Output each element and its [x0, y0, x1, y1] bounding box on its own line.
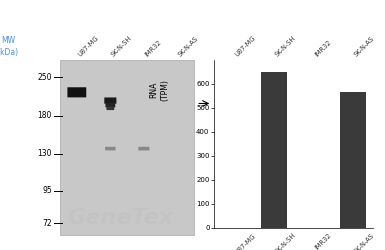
- FancyBboxPatch shape: [138, 147, 149, 150]
- Text: U87-MG: U87-MG: [234, 34, 257, 58]
- Text: SK-N-SH: SK-N-SH: [110, 35, 133, 58]
- Text: U87-MG: U87-MG: [77, 34, 100, 58]
- Text: 250: 250: [38, 73, 52, 82]
- Text: GeneTex: GeneTex: [67, 208, 173, 228]
- Bar: [261, 72, 286, 228]
- Text: MW: MW: [1, 36, 15, 45]
- Text: Collagen III: Collagen III: [214, 100, 253, 106]
- Text: IMR32: IMR32: [144, 39, 162, 58]
- Text: SK-N-SH: SK-N-SH: [274, 35, 296, 58]
- FancyBboxPatch shape: [107, 106, 114, 110]
- Bar: [340, 92, 367, 228]
- FancyBboxPatch shape: [67, 87, 86, 98]
- Text: SK-N-AS: SK-N-AS: [353, 35, 376, 58]
- Text: 95: 95: [42, 186, 52, 195]
- FancyBboxPatch shape: [104, 98, 116, 104]
- FancyBboxPatch shape: [105, 103, 115, 108]
- Text: (kDa): (kDa): [0, 48, 18, 58]
- FancyBboxPatch shape: [105, 147, 115, 150]
- Text: 130: 130: [38, 150, 52, 158]
- Y-axis label: RNA
(TPM): RNA (TPM): [149, 79, 169, 101]
- FancyBboxPatch shape: [60, 60, 194, 235]
- Text: 180: 180: [38, 111, 52, 120]
- Text: SK-N-AS: SK-N-AS: [177, 35, 200, 58]
- Text: 72: 72: [42, 218, 52, 228]
- Text: IMR32: IMR32: [313, 39, 332, 58]
